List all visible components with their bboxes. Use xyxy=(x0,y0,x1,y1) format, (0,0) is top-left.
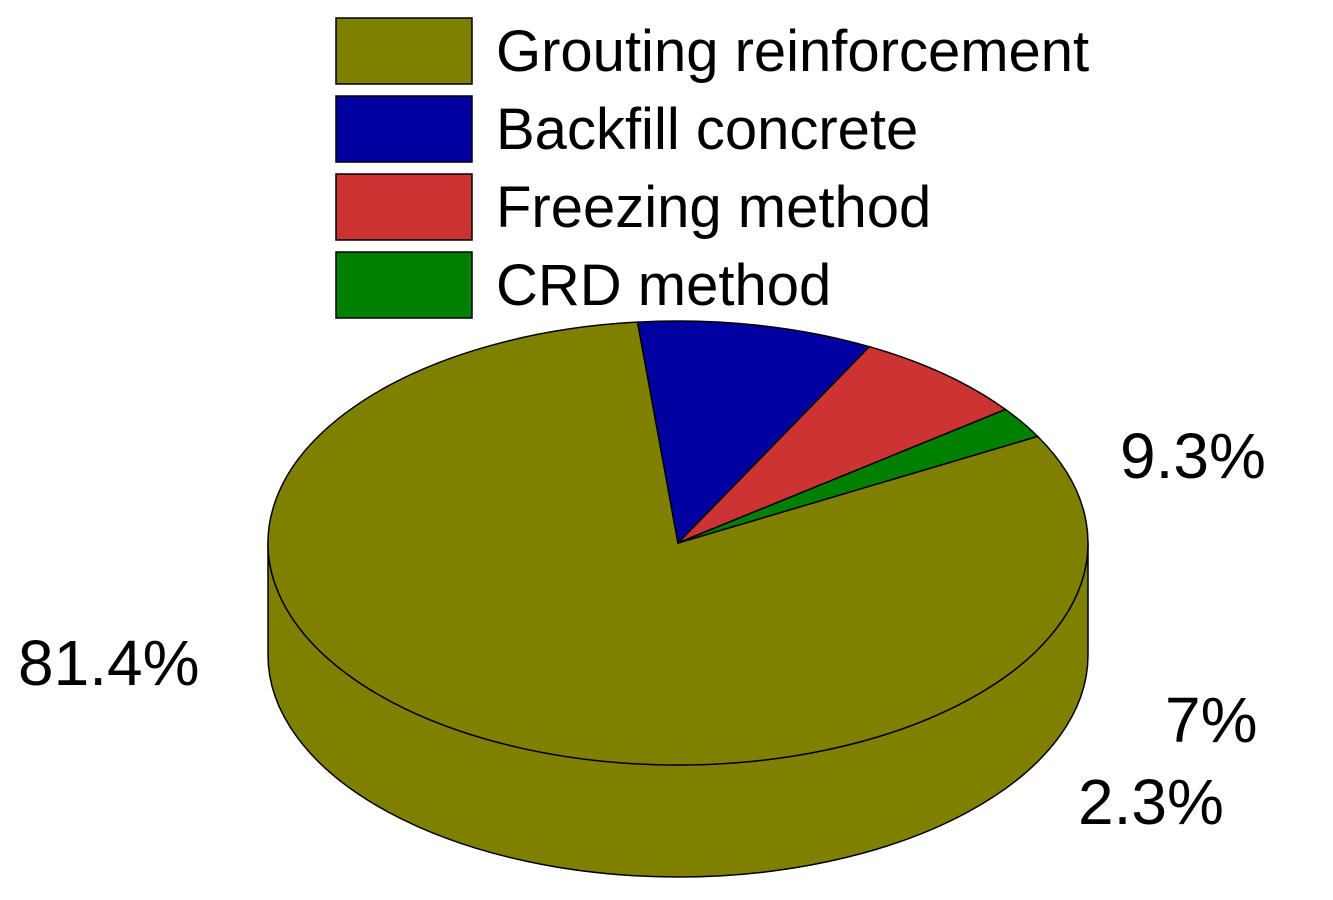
legend-swatch-grouting-reinforcement xyxy=(335,17,473,85)
legend-label-crd-method: CRD method xyxy=(496,253,831,318)
pie-slice-crd-method xyxy=(677,408,1040,544)
pie-slice-freezing-method xyxy=(677,345,1008,544)
legend-label-grouting-reinforcement: Grouting reinforcement xyxy=(496,19,1089,84)
value-label-backfill-concrete: 9.3% xyxy=(1120,420,1266,492)
legend-label-freezing-method: Freezing method xyxy=(496,175,931,240)
value-label-freezing-method: 7% xyxy=(1165,684,1258,756)
legend: Grouting reinforcement Backfill concrete F… xyxy=(335,17,1089,319)
pie-slice-backfill-concrete xyxy=(636,320,871,545)
legend-swatch-backfill-concrete xyxy=(335,95,473,163)
legend-label-backfill-concrete: Backfill concrete xyxy=(496,97,918,162)
value-label-crd-method: 2.3% xyxy=(1078,766,1224,838)
legend-swatch-freezing-method xyxy=(335,173,473,241)
value-labels: 81.4% 9.3% 7% 2.3% xyxy=(18,420,1266,838)
legend-swatch-crd-method xyxy=(335,251,473,319)
pie xyxy=(267,320,1089,878)
value-label-grouting-reinforcement: 81.4% xyxy=(18,627,199,699)
